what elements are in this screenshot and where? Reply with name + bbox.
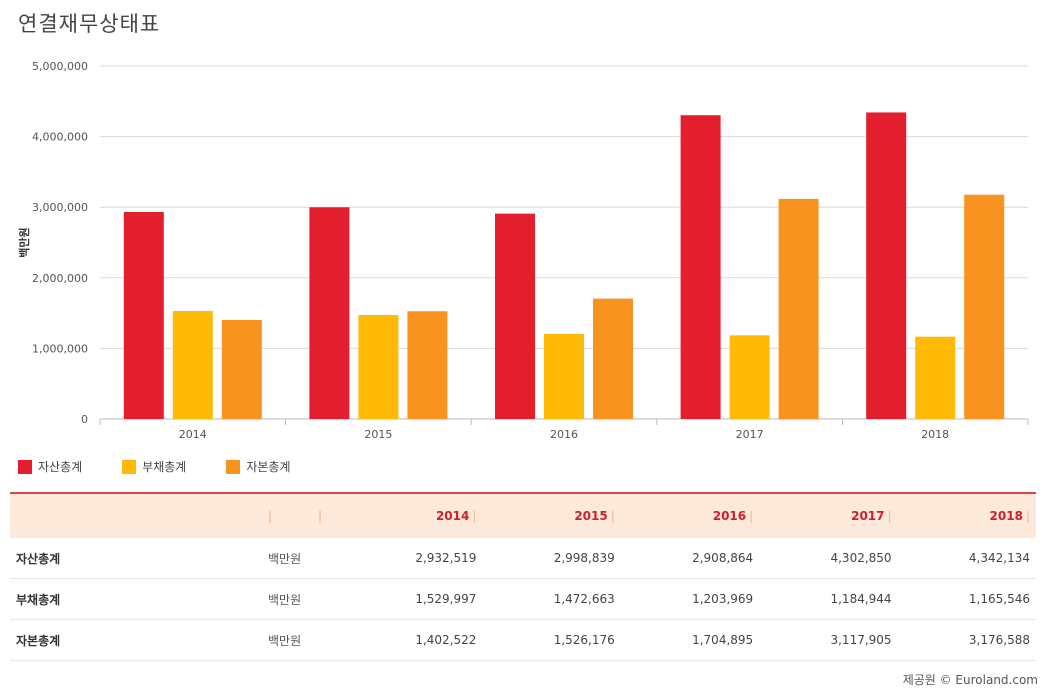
bar-자본총계 [407,311,448,419]
table-header-year: 2015 | [574,509,615,523]
table-header-unit: | | [268,509,323,523]
row-label: 부채총계 [10,578,262,620]
legend-item[interactable]: 자본총계 [226,458,291,475]
y-axis-label: 백만원 [17,227,31,257]
bar-자본총계 [964,194,1005,419]
chart-legend: 자산총계 부채총계 자본총계 [18,458,291,475]
bar-부채총계 [544,333,584,419]
x-tick-label: 2014 [179,428,207,441]
legend-item[interactable]: 자산총계 [18,458,82,475]
y-tick-label: 1,000,000 [32,342,88,355]
row-unit: 백만원 [262,538,344,579]
footer-credit: 제공원 © Euroland.com [902,673,1038,687]
cell-value: 1,526,176 [482,619,621,661]
x-tick-label: 2017 [736,428,764,441]
legend-item[interactable]: 부채총계 [122,458,186,475]
table-row: 자산총계 백만원 2,932,519 2,998,839 2,908,864 4… [10,538,1036,579]
bar-자산총계 [309,207,350,419]
cell-value: 1,529,997 [344,578,483,620]
cell-value: 4,342,134 [897,538,1036,579]
table-header-year: 2017 | [851,509,892,523]
bar-부채총계 [729,335,770,419]
bar-자산총계 [866,112,907,419]
y-tick-label: 2,000,000 [32,272,88,285]
bar-chart: 0 1,000,000 2,000,000 3,000,000 4,000,000 5,0… [17,60,1029,441]
legend-swatch [122,459,137,474]
cell-value: 1,203,969 [620,578,760,620]
cell-value: 3,176,588 [897,619,1036,661]
table-header-row: | | 2014 | 2015 | 2016 | 2017 | 2018 | [10,493,1036,538]
cell-value: 4,302,850 [759,538,898,579]
table-header-year: 2014 | [435,509,477,523]
page-title: 연결재무상태표 [18,12,161,36]
row-unit: 백만원 [262,578,344,620]
table-row: 부채총계 백만원 1,529,997 1,472,663 1,203,969 1… [10,578,1036,620]
cell-value: 1,184,944 [759,578,898,620]
cell-value: 1,472,663 [482,578,621,620]
cell-value: 2,908,864 [620,538,760,579]
bar-부채총계 [358,315,399,419]
table-header-blank [10,493,262,538]
legend-label: 부채총계 [142,460,187,474]
y-tick-label: 3,000,000 [32,201,88,214]
y-tick-label: 4,000,000 [32,131,88,144]
bar-자본총계 [221,319,262,419]
bar-부채총계 [915,336,956,419]
legend-swatch [226,459,241,474]
x-tick-label: 2016 [550,428,578,441]
x-tick-label: 2018 [921,428,949,441]
cell-value: 2,998,839 [482,538,621,579]
cell-value: 1,402,522 [344,619,483,661]
table-header-year: 2018 | [989,509,1030,523]
bar-자본총계 [593,298,633,419]
table-header-year: 2016 | [712,509,754,523]
bar-자산총계 [495,213,535,419]
legend-swatch [18,459,32,474]
x-tick-label: 2015 [364,428,392,441]
cell-value: 1,704,895 [620,619,760,661]
bar-부채총계 [172,310,213,419]
row-unit: 백만원 [262,619,344,661]
cell-value: 2,932,519 [344,538,483,579]
legend-label: 자산총계 [38,460,83,474]
cell-value: 3,117,905 [759,619,898,661]
cell-value: 1,165,546 [897,578,1036,620]
bar-자산총계 [680,115,721,420]
y-tick-label: 5,000,000 [32,60,88,73]
data-table: | | 2014 | 2015 | 2016 | 2017 | 2018 | 자산총계 백만… [10,492,1036,661]
table-row: 자본총계 백만원 1,402,522 1,526,176 1,704,895 3… [10,619,1036,661]
row-label: 자본총계 [10,619,262,661]
y-tick-label: 0 [81,413,88,426]
bar-자산총계 [123,211,164,419]
bar-자본총계 [778,198,819,419]
legend-label: 자본총계 [246,460,291,474]
row-label: 자산총계 [10,538,262,579]
